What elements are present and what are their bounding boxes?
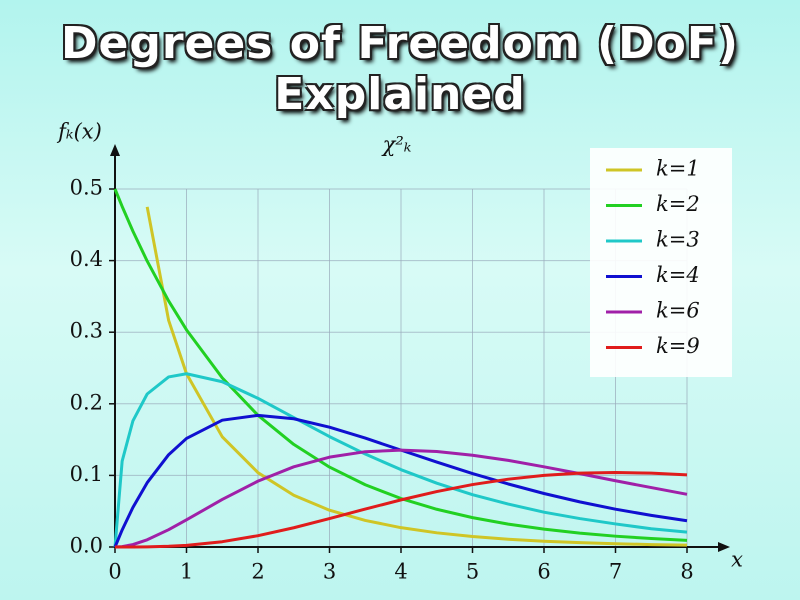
series-line xyxy=(115,470,688,549)
legend-box xyxy=(590,148,732,377)
y-tick-label: 0.3 xyxy=(70,319,103,343)
y-tick-label: 0.0 xyxy=(70,534,103,558)
legend-label: k=3 xyxy=(656,228,700,252)
x-tick-label: 1 xyxy=(180,560,193,584)
legend-label: k=9 xyxy=(656,334,700,358)
legend-label: k=1 xyxy=(656,157,700,181)
y-tick-label: 0.5 xyxy=(70,176,103,200)
series-line xyxy=(113,413,688,548)
series-line xyxy=(145,206,688,547)
page-title: Degrees of Freedom (DoF) Explained xyxy=(61,18,739,120)
series-line xyxy=(113,372,688,548)
plot-area xyxy=(113,188,688,549)
y-axis-label: fₖ(x) xyxy=(56,120,102,144)
x-tick-label: 2 xyxy=(251,560,264,584)
y-tick-label: 0.2 xyxy=(70,390,103,414)
y-axis-arrow xyxy=(110,144,120,156)
y-tick-label: 0.4 xyxy=(70,247,103,271)
x-tick-label: 0 xyxy=(108,560,121,584)
x-axis-label: x xyxy=(731,548,743,572)
x-tick-label: 6 xyxy=(537,560,550,584)
x-tick-label: 5 xyxy=(466,560,479,584)
chart-title: χ²ₖ xyxy=(381,133,412,157)
x-tick-label: 4 xyxy=(394,560,407,584)
x-tick-label: 3 xyxy=(323,560,336,584)
x-axis-arrow xyxy=(718,542,730,552)
y-tick-label: 0.1 xyxy=(70,462,103,486)
x-tick-label: 8 xyxy=(680,560,693,584)
legend-label: k=2 xyxy=(656,192,700,216)
legend-label: k=6 xyxy=(656,299,700,323)
legend-label: k=4 xyxy=(656,263,700,287)
x-tick-label: 7 xyxy=(609,560,622,584)
series-line xyxy=(113,188,688,542)
